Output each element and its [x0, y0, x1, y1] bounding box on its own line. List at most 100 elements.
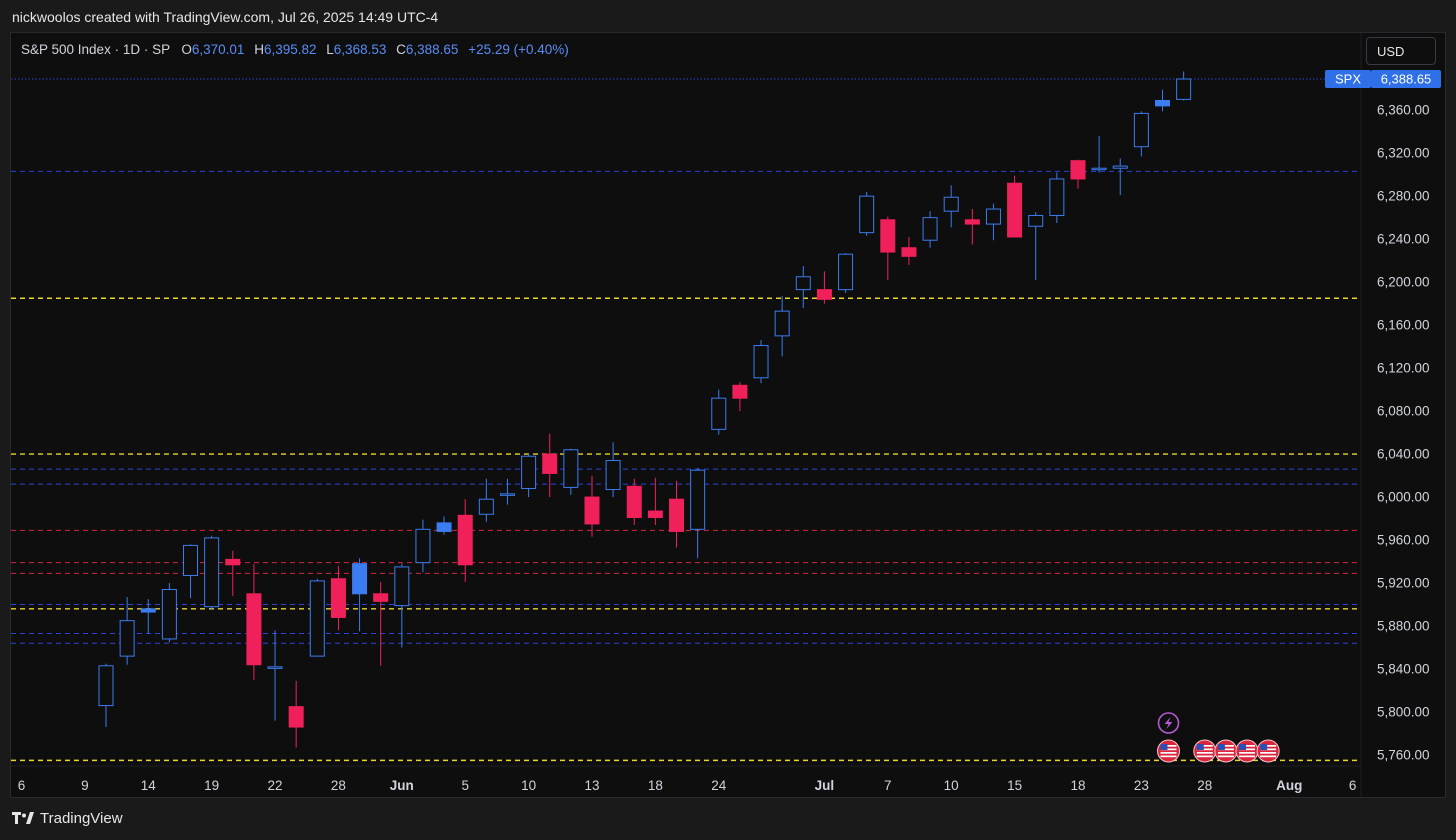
- chart-credit: nickwoolos created with TradingView.com,…: [12, 9, 439, 25]
- y-tick-label-8: 6,080.00: [1377, 404, 1430, 419]
- price-tag-ticker: SPX: [1335, 72, 1361, 87]
- price-tag-ticker-bg: [1325, 70, 1371, 88]
- y-tick-label-12: 6,240.00: [1377, 232, 1430, 247]
- price-tag-value: 6,388.65: [1381, 72, 1432, 87]
- us-flag-stripe: [1239, 752, 1256, 754]
- candle-body-45: [1049, 178, 1065, 216]
- candle-body-48: [1112, 165, 1128, 169]
- y-tick-label-14: 6,320.00: [1377, 146, 1430, 161]
- us-flag-icon: [1193, 739, 1217, 763]
- tradingview-logo[interactable]: TradingView: [12, 810, 123, 827]
- y-tick-label-15: 6,360.00: [1377, 103, 1430, 118]
- candle-body-23: [584, 496, 600, 525]
- us-flag-icon: [1157, 739, 1180, 763]
- candle-body-38: [901, 247, 917, 257]
- x-tick-label-10: 18: [648, 778, 663, 793]
- flash-icon-bolt: [1164, 717, 1173, 729]
- us-flag-stripe: [1196, 755, 1213, 758]
- us-flag-stripe: [1239, 755, 1256, 758]
- candle-body-28: [690, 469, 706, 530]
- candle-body-14: [394, 566, 410, 607]
- y-tick-label-0: 5,760.00: [1377, 748, 1430, 763]
- x-tick-label-18: 28: [1197, 778, 1212, 793]
- symbol-label: S&P 500 Index · 1D · SP: [21, 42, 171, 57]
- chart-panel[interactable]: 5,760.00 5,800.00 5,840.00 5,880.00 5,920.00…: [10, 32, 1446, 798]
- candle-body-26: [647, 510, 663, 518]
- candle-body-39: [922, 217, 938, 241]
- candle-body-13: [373, 593, 389, 602]
- high-value: 6,395.82: [263, 42, 317, 57]
- candle-body-5: [204, 537, 220, 608]
- candle-body-33: [795, 276, 811, 291]
- ohlc-legend: S&P 500 Index · 1D · SP O6,370.01 H6,395…: [21, 42, 569, 57]
- x-tick-label-15: 15: [1007, 778, 1022, 793]
- us-flag-stripe: [1260, 748, 1277, 751]
- candle-body-2: [140, 608, 156, 613]
- candle-body-44: [1028, 214, 1044, 227]
- candlestick-chart[interactable]: 5,760.00 5,800.00 5,840.00 5,880.00 5,920.00…: [11, 33, 1446, 798]
- x-tick-label-19: Aug: [1276, 778, 1302, 793]
- x-tick-label-17: 23: [1134, 778, 1149, 793]
- x-tick-label-12: Jul: [815, 778, 835, 793]
- candle-body-18: [478, 498, 494, 515]
- y-tick-label-1: 5,800.00: [1377, 705, 1430, 720]
- candle-body-50: [1155, 99, 1170, 107]
- candle-body-40: [943, 196, 959, 212]
- y-tick-label-4: 5,920.00: [1377, 576, 1430, 591]
- x-tick-label-9: 13: [584, 778, 599, 793]
- us-flag-icon: [1235, 739, 1259, 763]
- candle-body-19: [499, 493, 515, 496]
- x-tick-label-5: 28: [331, 778, 346, 793]
- x-tick-label-11: 24: [711, 778, 727, 793]
- candle-body-9: [288, 706, 304, 728]
- candle-body-34: [816, 289, 832, 300]
- y-tick-label-13: 6,280.00: [1377, 189, 1430, 204]
- x-tick-label-8: 10: [521, 778, 536, 793]
- candle-body-6: [225, 558, 241, 566]
- candle-body-29: [711, 397, 727, 430]
- x-tick-label-4: 22: [268, 778, 283, 793]
- open-label: O: [181, 42, 192, 57]
- y-tick-label-6: 6,000.00: [1377, 490, 1430, 505]
- x-tick-label-2: 14: [141, 778, 157, 793]
- candle-body-36: [859, 195, 875, 234]
- us-flag-stripe: [1217, 752, 1234, 754]
- us-flag-icon: [1256, 739, 1280, 763]
- x-tick-label-6: Jun: [390, 778, 414, 793]
- candle-body-47: [1091, 167, 1107, 171]
- x-tick-label-16: 18: [1070, 778, 1085, 793]
- candle-body-4: [183, 544, 199, 577]
- y-tick-label-10: 6,160.00: [1377, 318, 1430, 333]
- candle-body-49: [1133, 112, 1149, 148]
- us-flag-stripe: [1260, 745, 1277, 747]
- us-flag-stripe: [1239, 745, 1256, 747]
- y-tick-label-9: 6,120.00: [1377, 361, 1430, 376]
- candle-body-51: [1176, 78, 1192, 100]
- us-flag-stripe: [1260, 755, 1277, 758]
- y-tick-label-2: 5,840.00: [1377, 662, 1430, 677]
- candle-body-17: [457, 514, 473, 566]
- us-flag-stripe: [1196, 748, 1213, 751]
- us-flag-stripe: [1217, 745, 1234, 747]
- x-tick-label-0: 6: [18, 778, 26, 793]
- y-tick-label-3: 5,880.00: [1377, 619, 1430, 634]
- currency-button[interactable]: USD: [1366, 37, 1436, 65]
- candle-body-16: [436, 522, 452, 532]
- us-flag-canton: [1260, 744, 1268, 750]
- change-value: +25.29 (+0.40%): [468, 42, 569, 57]
- candle-body-35: [838, 253, 854, 291]
- candle-body-46: [1070, 160, 1086, 180]
- close-value: 6,388.65: [405, 42, 459, 57]
- tradingview-mark-icon: [12, 811, 34, 827]
- candle-body-10: [309, 580, 325, 657]
- x-tick-label-20: 6: [1349, 778, 1357, 793]
- us-flag-canton: [1239, 744, 1247, 750]
- candle-body-31: [753, 345, 769, 379]
- y-tick-label-7: 6,040.00: [1377, 447, 1430, 462]
- x-tick-label-13: 7: [884, 778, 892, 793]
- us-flag-stripe: [1160, 745, 1177, 747]
- us-flag-stripe: [1196, 752, 1213, 754]
- us-flag-stripe: [1196, 745, 1213, 747]
- candle-body-7: [246, 593, 262, 666]
- candle-body-25: [626, 485, 642, 518]
